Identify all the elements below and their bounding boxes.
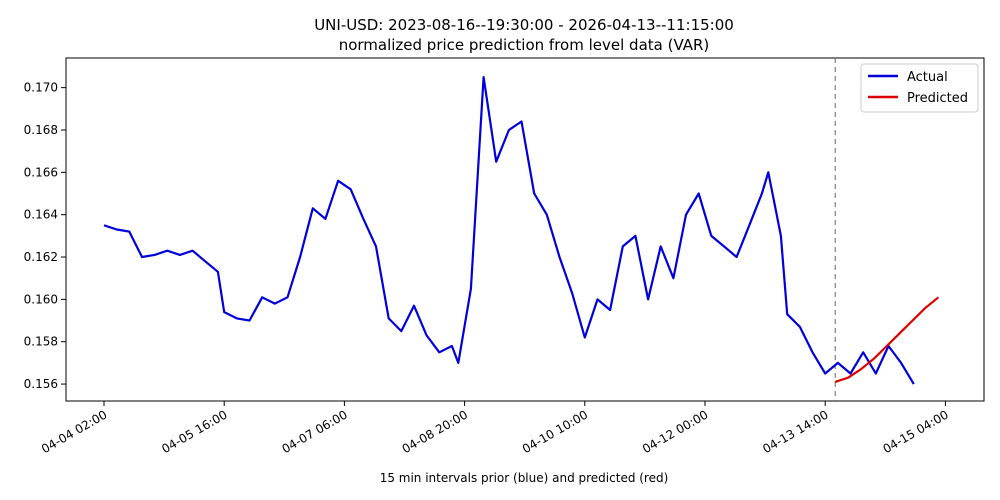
legend-label-predicted: Predicted [907,91,968,106]
y-tick-label: 0.162 [24,250,58,264]
x-tick-label: 04-07 06:00 [279,407,349,456]
x-tick-label: 04-12 00:00 [640,407,710,456]
x-axis: 04-04 02:00 04-05 16:00 04-07 06:00 04-08 2… [39,401,951,456]
y-tick-label: 0.156 [24,377,58,391]
y-tick-label: 0.158 [24,335,58,349]
x-tick-label: 04-04 02:00 [39,407,109,456]
y-tick-label: 0.166 [24,165,58,179]
series-line-predicted [834,296,940,383]
x-tick-label: 04-13 14:00 [760,407,830,456]
x-tick-label: 04-08 20:00 [400,407,470,456]
series-line-actual [103,75,915,385]
y-tick-label: 0.164 [24,208,58,222]
legend-label-actual: Actual [907,70,948,85]
x-axis-label: 15 min intervals prior (blue) and predic… [380,471,669,485]
y-axis: 0.156 0.158 0.160 0.162 0.164 0.166 0.168 0.170 [24,81,66,391]
x-tick-label: 04-05 16:00 [159,407,229,456]
chart-subtitle: normalized price prediction from level d… [339,36,710,54]
x-tick-label: 04-15 04:00 [880,407,950,456]
y-tick-label: 0.170 [24,81,58,95]
legend: Actual Predicted [860,63,979,113]
y-tick-label: 0.160 [24,292,58,306]
plot-frame [65,57,985,402]
series-layer [103,75,940,385]
y-tick-label: 0.168 [24,123,58,137]
x-tick-label: 04-10 10:00 [520,407,590,456]
chart-title: UNI-USD: 2023-08-16--19:30:00 - 2026-04-… [314,16,734,34]
